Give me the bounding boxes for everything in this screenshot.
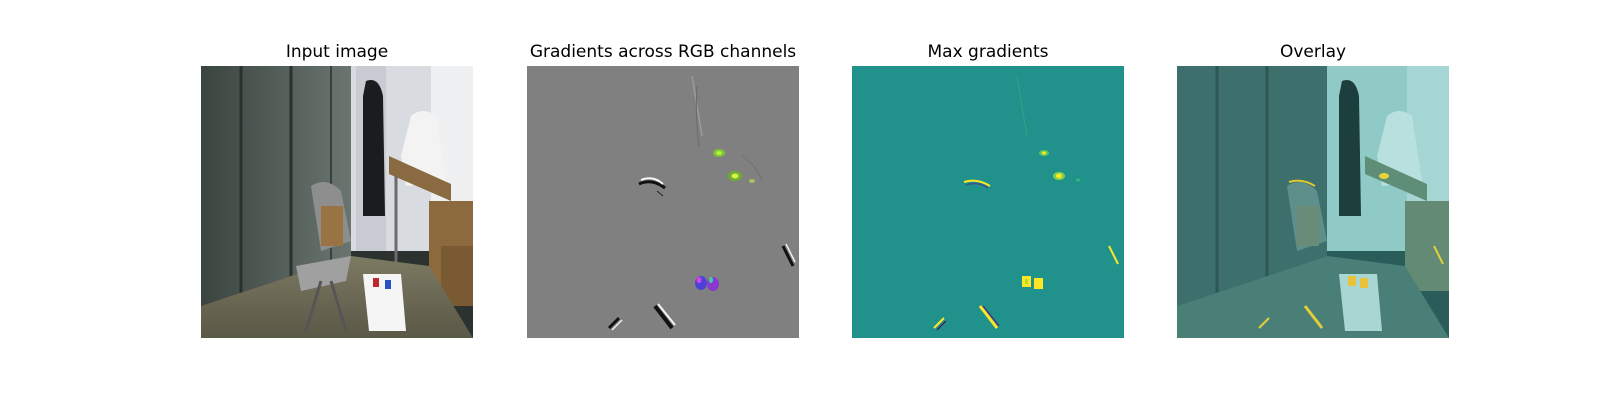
rgb-gradients-image	[527, 66, 799, 338]
overlay-image	[1177, 66, 1449, 338]
panel-overlay: Overlay	[1177, 38, 1449, 338]
panel-title: Overlay	[1279, 42, 1347, 62]
panel-max-gradients: Max gradients	[852, 38, 1124, 338]
input-image	[201, 66, 473, 338]
panel-title: Gradients across RGB channels	[529, 42, 797, 62]
panel-title: Input image	[285, 42, 389, 62]
panel-rgb-gradients: Gradients across RGB channels	[527, 38, 799, 338]
max-gradients-image	[852, 66, 1124, 338]
panel-title: Max gradients	[927, 42, 1049, 62]
panel-input-image: Input image	[201, 38, 473, 338]
